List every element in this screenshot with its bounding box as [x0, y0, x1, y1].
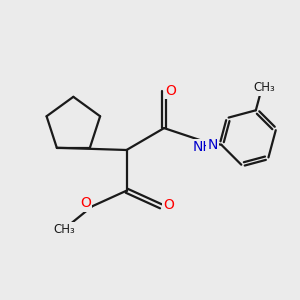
Text: NH: NH: [193, 140, 214, 154]
Text: N: N: [207, 138, 218, 152]
Text: O: O: [80, 196, 91, 210]
Text: O: O: [166, 84, 176, 98]
Text: CH₃: CH₃: [53, 223, 75, 236]
Text: CH₃: CH₃: [254, 81, 275, 94]
Text: O: O: [163, 198, 174, 212]
